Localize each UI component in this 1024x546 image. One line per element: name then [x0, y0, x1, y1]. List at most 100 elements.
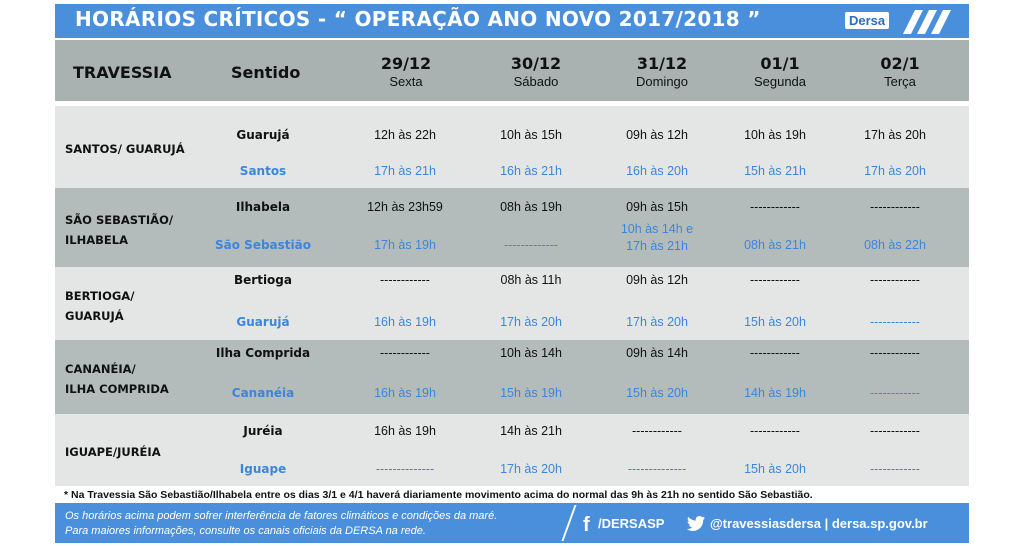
- facebook-icon[interactable]: f: [583, 514, 590, 536]
- time-cell-primary: ------------: [870, 346, 920, 360]
- header-weekday: Sexta: [389, 74, 423, 89]
- time-cell-primary: 08h às 11h: [500, 273, 562, 287]
- header-day: 30/12 Sábado: [481, 54, 591, 89]
- time-cell-primary: 10h às 14h: [500, 346, 562, 360]
- direction-secondary: Santos: [239, 164, 287, 178]
- header-date: 01/1: [760, 54, 800, 73]
- dersa-stripes-icon: [903, 10, 951, 34]
- twitter-icon[interactable]: [687, 516, 705, 531]
- header-date: 02/1: [880, 54, 920, 73]
- footer-divider: [561, 505, 577, 541]
- facebook-handle[interactable]: /DERSASP: [598, 516, 665, 531]
- header-date: 31/12: [636, 54, 688, 73]
- disclaimer: Os horários acima podem sofrer interferê…: [65, 509, 497, 539]
- direction-primary: Ilhabela: [235, 200, 291, 214]
- route-name-line: SÃO SEBASTIÃO/: [65, 212, 174, 227]
- time-cell-secondary: 16h às 21h: [500, 164, 562, 178]
- title-bar: HORÁRIOS CRÍTICOS - “ OPERAÇÃO ANO NOVO …: [55, 4, 969, 38]
- direction-primary: Juréia: [243, 424, 283, 438]
- time-cell-primary: 16h às 19h: [374, 424, 436, 438]
- time-cell-primary: 09h às 14h: [626, 346, 688, 360]
- direction-secondary: São Sebastião: [215, 238, 311, 252]
- time-cell-primary: ------------: [380, 346, 430, 360]
- direction-primary: Guarujá: [236, 128, 290, 142]
- header-day: 01/1 Segunda: [725, 54, 835, 89]
- time-cell-primary: 08h às 19h: [500, 200, 562, 214]
- time-cell-primary: 14h às 21h: [500, 424, 562, 438]
- direction-secondary: Guarujá: [236, 315, 290, 329]
- time-cell-primary: ------------: [632, 424, 682, 438]
- time-cell-primary: 09h às 12h: [626, 128, 688, 142]
- time-cell-secondary: 15h às 19h: [500, 386, 562, 400]
- header-weekday: Sábado: [513, 74, 559, 89]
- disclaimer-line: Para maiores informações, consulte os ca…: [65, 525, 426, 537]
- time-cell-secondary: 17h às 20h: [500, 315, 562, 329]
- header-sentido: Sentido: [231, 63, 301, 82]
- direction-secondary: Cananéia: [231, 386, 295, 400]
- header-day: 31/12 Domingo: [607, 54, 717, 89]
- time-cell-primary: ------------: [750, 424, 800, 438]
- route-name: IGUAPE/JURÉIA: [65, 442, 161, 462]
- footer-bar: Os horários acima podem sofrer interferê…: [55, 503, 969, 543]
- time-cell-secondary: 16h às 20h: [626, 164, 688, 178]
- time-cell-primary: 12h às 23h59: [367, 200, 443, 214]
- header-date: 29/12: [380, 54, 432, 73]
- page-title: HORÁRIOS CRÍTICOS - “ OPERAÇÃO ANO NOVO …: [75, 7, 761, 31]
- table-row: BERTIOGA/GUARUJÁ Bertioga Guarujá ---------…: [55, 267, 969, 340]
- disclaimer-line: Os horários acima podem sofrer interferê…: [65, 510, 498, 522]
- time-cell-secondary: 15h às 20h: [744, 462, 806, 476]
- time-cell-secondary: 10h às 14h e 17h às 21h: [620, 222, 694, 253]
- time-cell-secondary: 17h às 21h: [374, 164, 436, 178]
- table-row: IGUAPE/JURÉIA Juréia Iguape 16h às 19h 14h à…: [55, 414, 969, 486]
- time-cell-primary: 09h às 15h: [626, 200, 688, 214]
- route-name-line: ILHABELA: [65, 232, 128, 247]
- header-travessia: TRAVESSIA: [73, 63, 172, 82]
- time-cell-primary: 09h às 12h: [626, 273, 688, 287]
- header-weekday: Domingo: [635, 74, 689, 89]
- time-cell-secondary: 15h às 20h: [626, 386, 688, 400]
- time-cell-secondary: ------------: [870, 462, 920, 476]
- route-name: SÃO SEBASTIÃO/ILHABELA: [65, 210, 173, 250]
- time-cell-secondary: 16h às 19h: [374, 386, 436, 400]
- time-cell-secondary: 15h às 21h: [744, 164, 806, 178]
- direction-primary: Bertioga: [234, 273, 292, 287]
- table-row: CANANÉIA/ILHA COMPRIDA Ilha Comprida Canan…: [55, 340, 969, 414]
- time-cell-primary: ------------: [750, 200, 800, 214]
- time-cell-secondary: --------------: [375, 462, 435, 476]
- time-cell-secondary: 08h às 21h: [744, 238, 806, 252]
- time-cell-secondary: ------------: [870, 315, 920, 329]
- direction-primary: Ilha Comprida: [215, 346, 311, 360]
- time-cell-secondary: 16h às 19h: [374, 315, 436, 329]
- twitter-handle[interactable]: @travessiasdersa | dersa.sp.gov.br: [710, 516, 928, 531]
- time-cell-primary: ------------: [870, 424, 920, 438]
- time-cell-secondary: --------------: [627, 462, 687, 476]
- time-cell-secondary: 17h às 20h: [626, 315, 688, 329]
- route-name-line: IGUAPE/JURÉIA: [65, 445, 161, 459]
- route-name-line: ILHA COMPRIDA: [65, 382, 169, 396]
- route-name-line: CANANÉIA/: [65, 362, 136, 376]
- route-name-line: SANTOS/ GUARUJÁ: [65, 142, 185, 156]
- table-row: SANTOS/ GUARUJÁ Guarujá Santos 12h às 22h 10…: [55, 106, 969, 188]
- time-cell-primary: 12h às 22h: [374, 128, 436, 142]
- header-weekday: Segunda: [753, 74, 807, 89]
- time-cell-primary: 17h às 20h: [864, 128, 926, 142]
- time-cell-secondary: 17h às 20h: [500, 462, 562, 476]
- time-cell-primary: 10h às 19h: [744, 128, 806, 142]
- time-cell-secondary: ------------: [870, 386, 920, 400]
- time-cell-primary: ------------: [870, 273, 920, 287]
- route-name: BERTIOGA/GUARUJÁ: [65, 286, 134, 326]
- time-cell-secondary: 14h às 19h: [744, 386, 806, 400]
- direction-secondary: Iguape: [239, 462, 287, 476]
- route-name: CANANÉIA/ILHA COMPRIDA: [65, 359, 169, 399]
- header-date: 30/12: [510, 54, 562, 73]
- header-day: 02/1 Terça: [845, 54, 955, 89]
- footnote: * Na Travessia São Sebastião/Ilhabela en…: [64, 489, 813, 501]
- time-cell-primary: ------------: [750, 346, 800, 360]
- time-cell-secondary: 17h às 20h: [864, 164, 926, 178]
- table-header: TRAVESSIA Sentido 29/12 Sexta 30/12 Sába…: [55, 40, 969, 101]
- route-name: SANTOS/ GUARUJÁ: [65, 139, 185, 159]
- route-name-line: BERTIOGA/: [65, 288, 135, 303]
- time-cell-secondary: 17h às 19h: [374, 238, 436, 252]
- header-weekday: Terça: [884, 74, 916, 89]
- route-name-line: GUARUJÁ: [65, 308, 124, 323]
